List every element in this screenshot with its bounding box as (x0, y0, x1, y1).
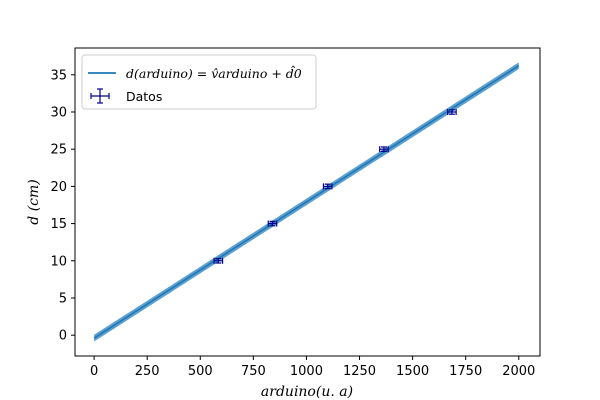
y-tick-label: 5 (59, 291, 67, 306)
x-tick-label: 750 (241, 364, 266, 379)
data-point (447, 108, 457, 115)
legend-box (81, 54, 317, 110)
y-tick-label: 20 (50, 180, 67, 195)
y-tick-label: 35 (50, 68, 67, 83)
x-tick-label: 1000 (290, 364, 323, 379)
x-tick-label: 250 (135, 364, 160, 379)
data-point (322, 183, 333, 190)
plot-area (93, 62, 520, 342)
data-point (379, 146, 389, 153)
data-point (213, 257, 224, 264)
legend-datos-swatch (90, 88, 110, 104)
legend-datos-label: Datos (126, 89, 162, 104)
y-axis: 0 5 10 15 20 25 30 35 (50, 68, 75, 344)
legend-fit-label: d(arduino) = v̂arduino + d̂0 (126, 64, 302, 81)
x-tick-label: 0 (90, 364, 98, 379)
data-point (267, 220, 278, 227)
y-tick-label: 30 (50, 105, 67, 120)
x-tick-label: 1250 (343, 364, 376, 379)
x-tick-label: 1500 (396, 364, 429, 379)
x-axis-label: arduino(u. a) (261, 384, 353, 400)
y-tick-label: 0 (59, 329, 67, 344)
axes-frame (74, 47, 541, 357)
y-tick-label: 15 (50, 217, 67, 232)
y-tick-label: 10 (50, 254, 67, 269)
x-tick-label: 2000 (502, 364, 535, 379)
legend: d(arduino) = v̂arduino + d̂0 Datos (81, 54, 317, 110)
y-tick-label: 25 (50, 143, 67, 158)
y-axis-label: d (cm) (26, 179, 42, 224)
x-tick-label: 500 (188, 364, 213, 379)
x-axis: 0 250 500 750 1000 1250 1500 1750 2000 (90, 356, 535, 379)
x-tick-label: 1750 (449, 364, 482, 379)
